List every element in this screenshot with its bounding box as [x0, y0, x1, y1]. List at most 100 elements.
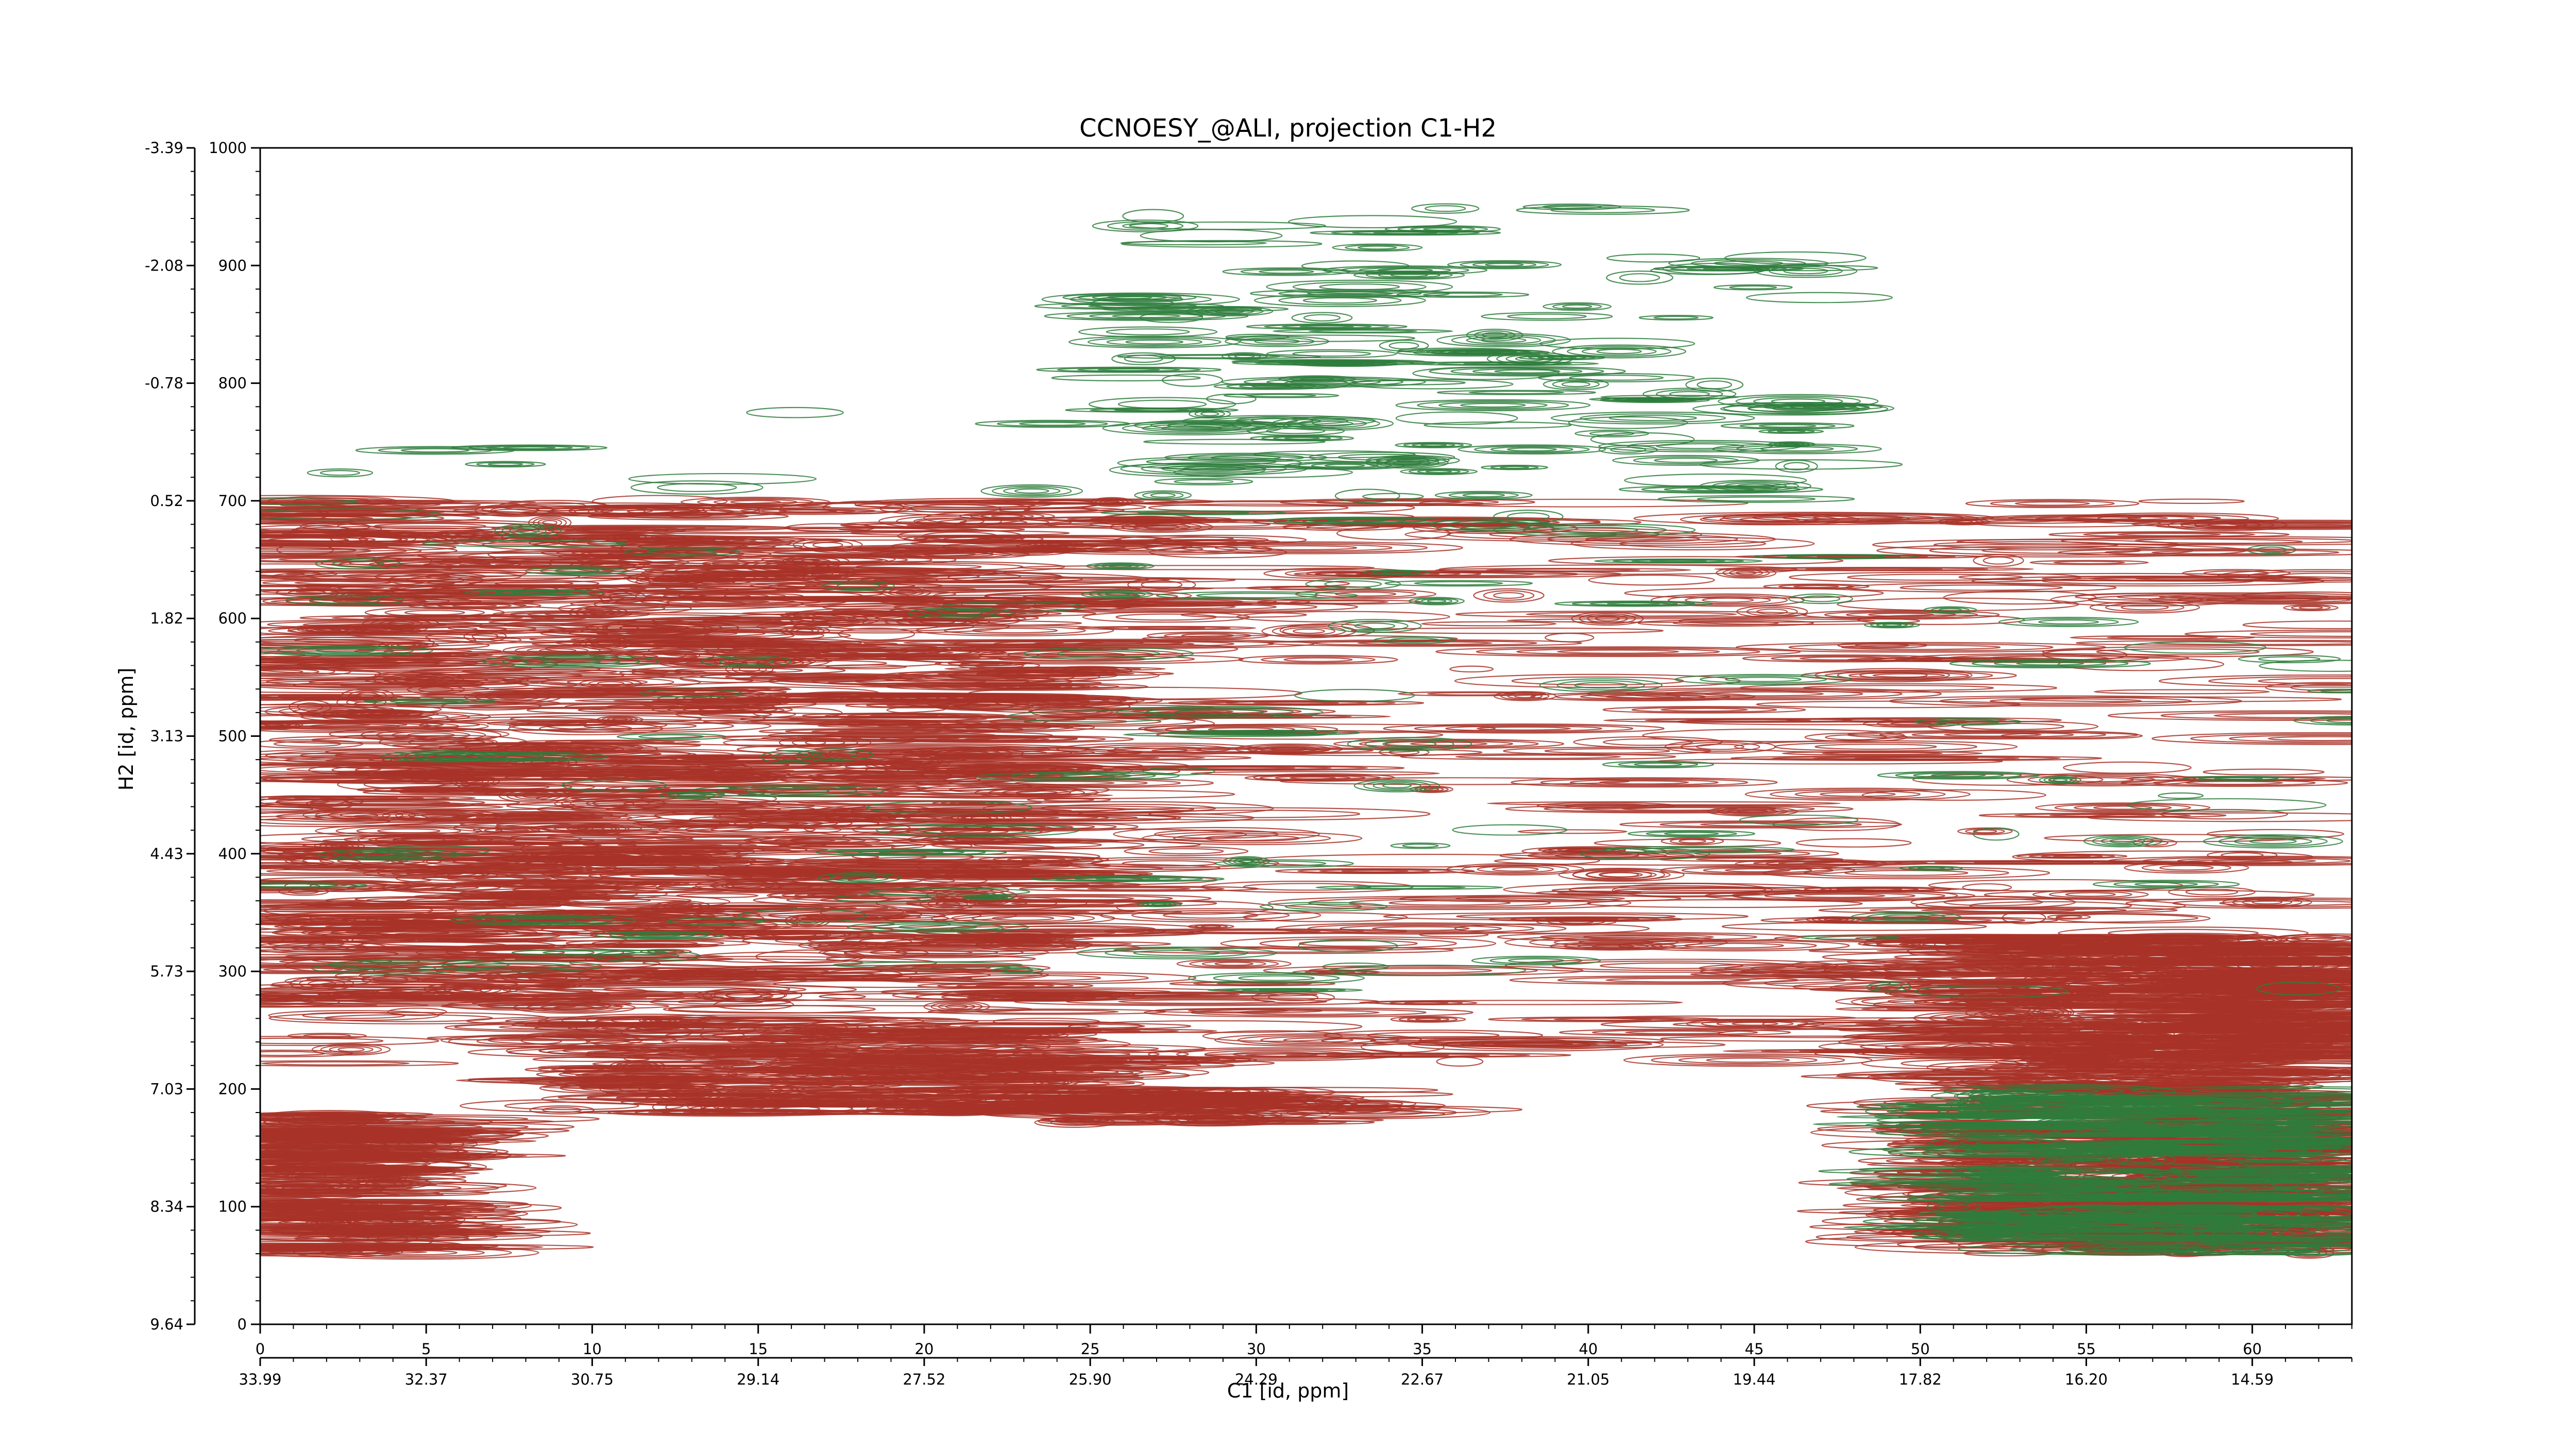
contour-peak — [278, 695, 342, 698]
contour-peak — [2148, 595, 2352, 605]
contour-peak — [1547, 534, 1738, 545]
contour-peak — [1704, 691, 1824, 697]
contour-peak — [275, 798, 520, 807]
contour-peak — [1586, 870, 1657, 879]
contour-peak — [1660, 707, 1749, 712]
contour-peak — [1868, 613, 1935, 617]
contour-peak — [1124, 846, 1249, 856]
contour-peak — [1624, 587, 1884, 599]
contour-peak — [1815, 744, 1937, 750]
contour-peak — [1200, 925, 1222, 928]
contour-peak — [1794, 894, 1886, 898]
contour-peak — [1623, 1053, 1873, 1067]
contour-peak — [1148, 810, 1361, 818]
contour-peak — [1148, 1047, 1403, 1062]
contour-peak — [260, 683, 489, 694]
contour-peak — [2008, 515, 2195, 521]
contour-peak — [2207, 829, 2345, 839]
contour-peak — [2142, 856, 2352, 865]
contour-peak — [2251, 900, 2283, 905]
contour-peak — [1852, 888, 1903, 891]
contour-peak — [1824, 734, 1887, 740]
contour-peak — [1181, 633, 1234, 638]
contour-peak — [1476, 726, 1571, 731]
contour-peak — [1763, 583, 1870, 589]
contour-peak — [1572, 869, 1671, 881]
contour-peak — [1811, 917, 1855, 922]
contour-peak — [1359, 1000, 1683, 1005]
contour-peak — [1910, 913, 2199, 923]
contour-peak — [1563, 848, 1626, 854]
contour-peak — [1106, 699, 1240, 704]
contour-peak — [1507, 693, 1543, 699]
contour-peak — [570, 740, 650, 744]
contour-peak — [1511, 676, 1684, 686]
contour-peak — [2048, 890, 2132, 898]
contour-peak — [1824, 611, 1978, 619]
contour-peak — [1253, 773, 1395, 782]
contour-peak — [1900, 584, 2063, 591]
contour-peak — [1911, 732, 2074, 738]
contour-peak — [1113, 827, 1320, 841]
contour-peak — [1965, 499, 2140, 508]
contour-peak — [975, 1009, 1119, 1014]
contour-peak — [437, 868, 530, 872]
contour-peak — [1787, 717, 2062, 723]
contour-peak — [1390, 1016, 1466, 1023]
contour-peak — [606, 805, 781, 813]
contour-peak — [1746, 606, 1798, 616]
contour-peak — [577, 526, 706, 530]
contour-peak — [1943, 590, 2097, 605]
contour-peak — [855, 564, 982, 570]
contour-peak — [1473, 588, 1545, 603]
contour-peak — [2054, 803, 2191, 812]
contour-peak — [2242, 899, 2293, 906]
contour-peak — [1053, 886, 1225, 891]
contour-peak — [2127, 515, 2219, 521]
contour-peak — [1637, 849, 1839, 858]
contour-peak — [1033, 641, 1235, 647]
contour-peak — [1253, 701, 1340, 704]
contour-peak — [1587, 687, 1942, 700]
contour-peak — [1672, 620, 1779, 626]
contour-peak — [2204, 570, 2269, 576]
contour-peak — [1148, 848, 1224, 855]
contour-peak — [1557, 976, 1799, 984]
contour-peak — [1544, 748, 1670, 754]
contour-peak — [1340, 924, 1502, 933]
contour-peak — [1548, 556, 1844, 566]
contour-peak — [260, 1036, 439, 1046]
contour-peak — [2012, 850, 2313, 864]
contour-peak — [1573, 736, 1723, 748]
contour-peak — [1435, 646, 1801, 658]
contour-peak — [2207, 850, 2278, 860]
contour-peak — [960, 928, 1205, 937]
contour-peak — [508, 721, 664, 735]
contour-peak — [1232, 1051, 1318, 1057]
contour-peak — [1488, 1016, 1719, 1022]
contour-peak — [634, 882, 663, 884]
contour-peak — [1760, 916, 2059, 924]
contour-peak — [1774, 742, 1977, 752]
contour-peak — [1445, 725, 1602, 732]
contour-peak — [1861, 789, 2047, 801]
contour-peak — [261, 1061, 410, 1066]
contour-peak — [1309, 966, 1538, 975]
contour-peak — [1795, 838, 1912, 848]
contour-peak — [1599, 780, 1689, 785]
contour-peak — [2250, 631, 2352, 637]
contour-peak — [1283, 1037, 1353, 1043]
contour-peak — [1591, 1030, 1758, 1036]
contour-peak — [1204, 1050, 1347, 1058]
contour-peak — [1793, 585, 1840, 588]
contour-peak — [1267, 896, 1632, 911]
contour-peak — [1978, 813, 2227, 818]
contour-peak — [1889, 695, 2243, 707]
contour-peak — [1326, 1054, 1450, 1057]
contour-peak — [1109, 512, 1415, 521]
contour-peak — [2035, 802, 2211, 813]
contour-peak — [1283, 657, 1353, 662]
contour-peak — [1038, 500, 1145, 503]
contour-peak — [1514, 694, 1536, 698]
contour-peak — [1686, 1019, 1824, 1029]
